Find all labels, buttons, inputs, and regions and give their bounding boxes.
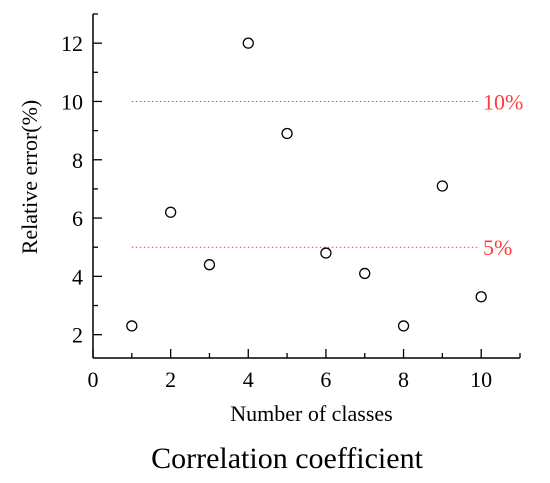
reference-lines: 10% 5% <box>131 89 523 260</box>
y-tick-label: 2 <box>72 323 83 348</box>
y-tick-label: 8 <box>72 148 83 173</box>
reference-line-label: 10% <box>483 89 523 114</box>
chart-caption: Correlation coefficient <box>151 442 423 475</box>
y-tick-label: 10 <box>61 89 83 114</box>
axes <box>92 14 520 359</box>
data-point <box>203 259 216 271</box>
x-tick-label: 8 <box>398 367 409 392</box>
x-ticks: 0 2 4 6 8 10 <box>88 349 521 392</box>
data-point <box>359 267 371 280</box>
data-point <box>436 180 449 192</box>
data-point <box>397 320 410 332</box>
data-points <box>126 37 487 332</box>
data-point <box>475 291 487 303</box>
x-tick-label: 0 <box>88 367 99 392</box>
x-tick-label: 2 <box>165 367 176 392</box>
data-point <box>126 320 138 332</box>
reference-line-label: 5% <box>483 235 512 260</box>
y-tick-label: 6 <box>72 206 83 231</box>
y-axis-title: Relative error(%) <box>17 100 42 255</box>
data-point <box>281 127 293 140</box>
x-axis-title: Number of classes <box>230 401 393 426</box>
x-tick-label: 6 <box>320 367 331 392</box>
data-point <box>320 247 332 259</box>
y-ticks: 2 4 6 8 10 12 <box>61 13 102 348</box>
y-tick-label: 12 <box>61 31 83 56</box>
data-point <box>242 37 254 49</box>
x-tick-label: 4 <box>243 367 254 392</box>
x-tick-label: 10 <box>470 367 492 392</box>
y-tick-label: 4 <box>72 264 83 289</box>
data-point <box>164 206 177 218</box>
